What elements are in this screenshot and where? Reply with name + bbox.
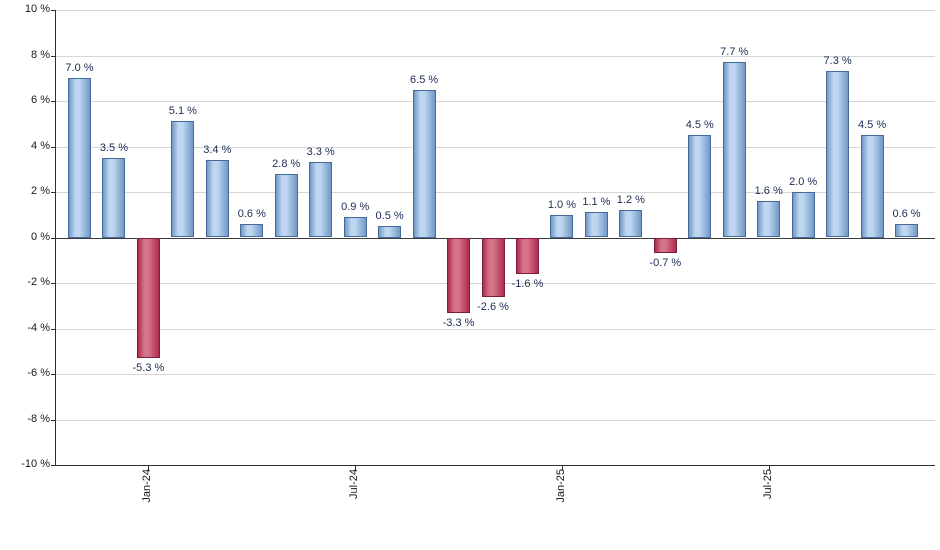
bar (653, 237, 677, 254)
bar (895, 223, 919, 238)
x-axis-tick-label: Jan-25 (554, 469, 567, 503)
gridline (55, 101, 935, 102)
bar (240, 223, 264, 238)
bar-value-label: -0.7 % (649, 257, 682, 270)
y-axis-tick (51, 328, 55, 330)
gridline (55, 328, 935, 330)
y-axis-tick-label: -6 % (27, 367, 50, 379)
bar-value-label: 5.1 % (168, 105, 197, 118)
y-axis-tick (51, 101, 55, 102)
gridline (55, 10, 935, 11)
x-axis-tick-label: Jul-24 (348, 469, 361, 499)
bar (860, 135, 884, 238)
bar (378, 226, 402, 238)
y-axis-tick-label: -2 % (27, 276, 50, 288)
bar (791, 192, 815, 238)
x-axis-tick-label: Jan-24 (141, 469, 154, 503)
bar (68, 78, 91, 238)
bar-value-label: -5.3 % (132, 362, 165, 375)
y-axis-tick-label: -4 % (27, 321, 50, 334)
gridline (55, 192, 935, 193)
bar-value-label: 1.1 % (582, 196, 611, 209)
gridline (55, 55, 935, 57)
bar (412, 89, 436, 238)
y-axis-tick-label: -8 % (27, 412, 50, 425)
x-axis-tick (148, 465, 150, 471)
y-axis-tick (51, 146, 55, 148)
bar-value-label: 4.5 % (685, 119, 714, 132)
y-axis-tick (51, 465, 55, 466)
x-axis-tick (561, 465, 563, 471)
y-axis-tick-label: 6 % (31, 94, 50, 106)
y-axis-tick-label: 8 % (31, 48, 50, 61)
bar (550, 214, 574, 238)
gridline (55, 146, 935, 148)
bar (722, 62, 746, 238)
bar (688, 135, 712, 238)
bar (171, 121, 195, 238)
gridline (55, 374, 935, 375)
y-axis-tick-label: -10 % (21, 458, 50, 470)
bar-value-label: 2.0 % (789, 176, 818, 188)
bar (205, 160, 229, 238)
x-axis-tick-label: Jul-25 (761, 469, 774, 499)
y-axis-tick (51, 419, 55, 421)
bar-value-label: 3.3 % (306, 146, 335, 159)
bar-value-label: -3.3 % (442, 316, 475, 329)
y-axis-tick (51, 192, 55, 193)
bar-value-label: 3.4 % (203, 144, 232, 157)
bar-value-label: 2.8 % (272, 157, 301, 170)
x-axis-tick (768, 465, 770, 471)
bar-value-label: 1.6 % (754, 185, 783, 198)
bar-value-label: 0.6 % (237, 207, 266, 220)
y-axis-tick (51, 237, 55, 239)
x-axis-line (55, 465, 935, 466)
bar-value-label: 0.9 % (341, 201, 370, 214)
bar (136, 237, 160, 359)
bar-value-label: -1.6 % (511, 277, 544, 290)
y-axis-tick-label: 4 % (31, 139, 50, 152)
bar (515, 237, 539, 274)
bar (447, 237, 471, 313)
bar (481, 237, 505, 297)
y-axis-tick (51, 55, 55, 57)
bar (309, 162, 333, 238)
bar (584, 212, 608, 238)
bar (757, 201, 781, 238)
y-axis-tick (51, 10, 55, 11)
bar (826, 71, 850, 238)
bar (343, 217, 367, 238)
bar-value-label: 1.2 % (616, 194, 645, 207)
y-axis-line (55, 10, 56, 466)
bar-value-label: 7.0 % (65, 62, 94, 75)
y-axis-tick-label: 0 % (31, 230, 50, 243)
bar-value-label: 0.6 % (892, 207, 921, 220)
bar-value-label: 0.5 % (375, 210, 404, 223)
y-axis-tick (51, 283, 55, 284)
y-axis-tick-label: 2 % (31, 185, 50, 197)
y-axis-tick-label: 10 % (24, 3, 50, 15)
bar (274, 173, 298, 238)
bar (102, 157, 126, 238)
bar (619, 210, 643, 238)
y-axis-tick (51, 374, 55, 375)
gridline (55, 419, 935, 421)
bar-value-label: 4.5 % (858, 119, 887, 132)
bar-value-label: 3.5 % (99, 141, 129, 154)
bar-value-label: 7.7 % (720, 46, 749, 59)
x-axis-tick (355, 465, 357, 471)
bar-value-label: -2.6 % (477, 300, 509, 313)
bar-value-label: 7.3 % (823, 55, 852, 68)
bar-value-label: 1.0 % (547, 198, 576, 211)
bar-value-label: 6.5 % (410, 73, 439, 86)
